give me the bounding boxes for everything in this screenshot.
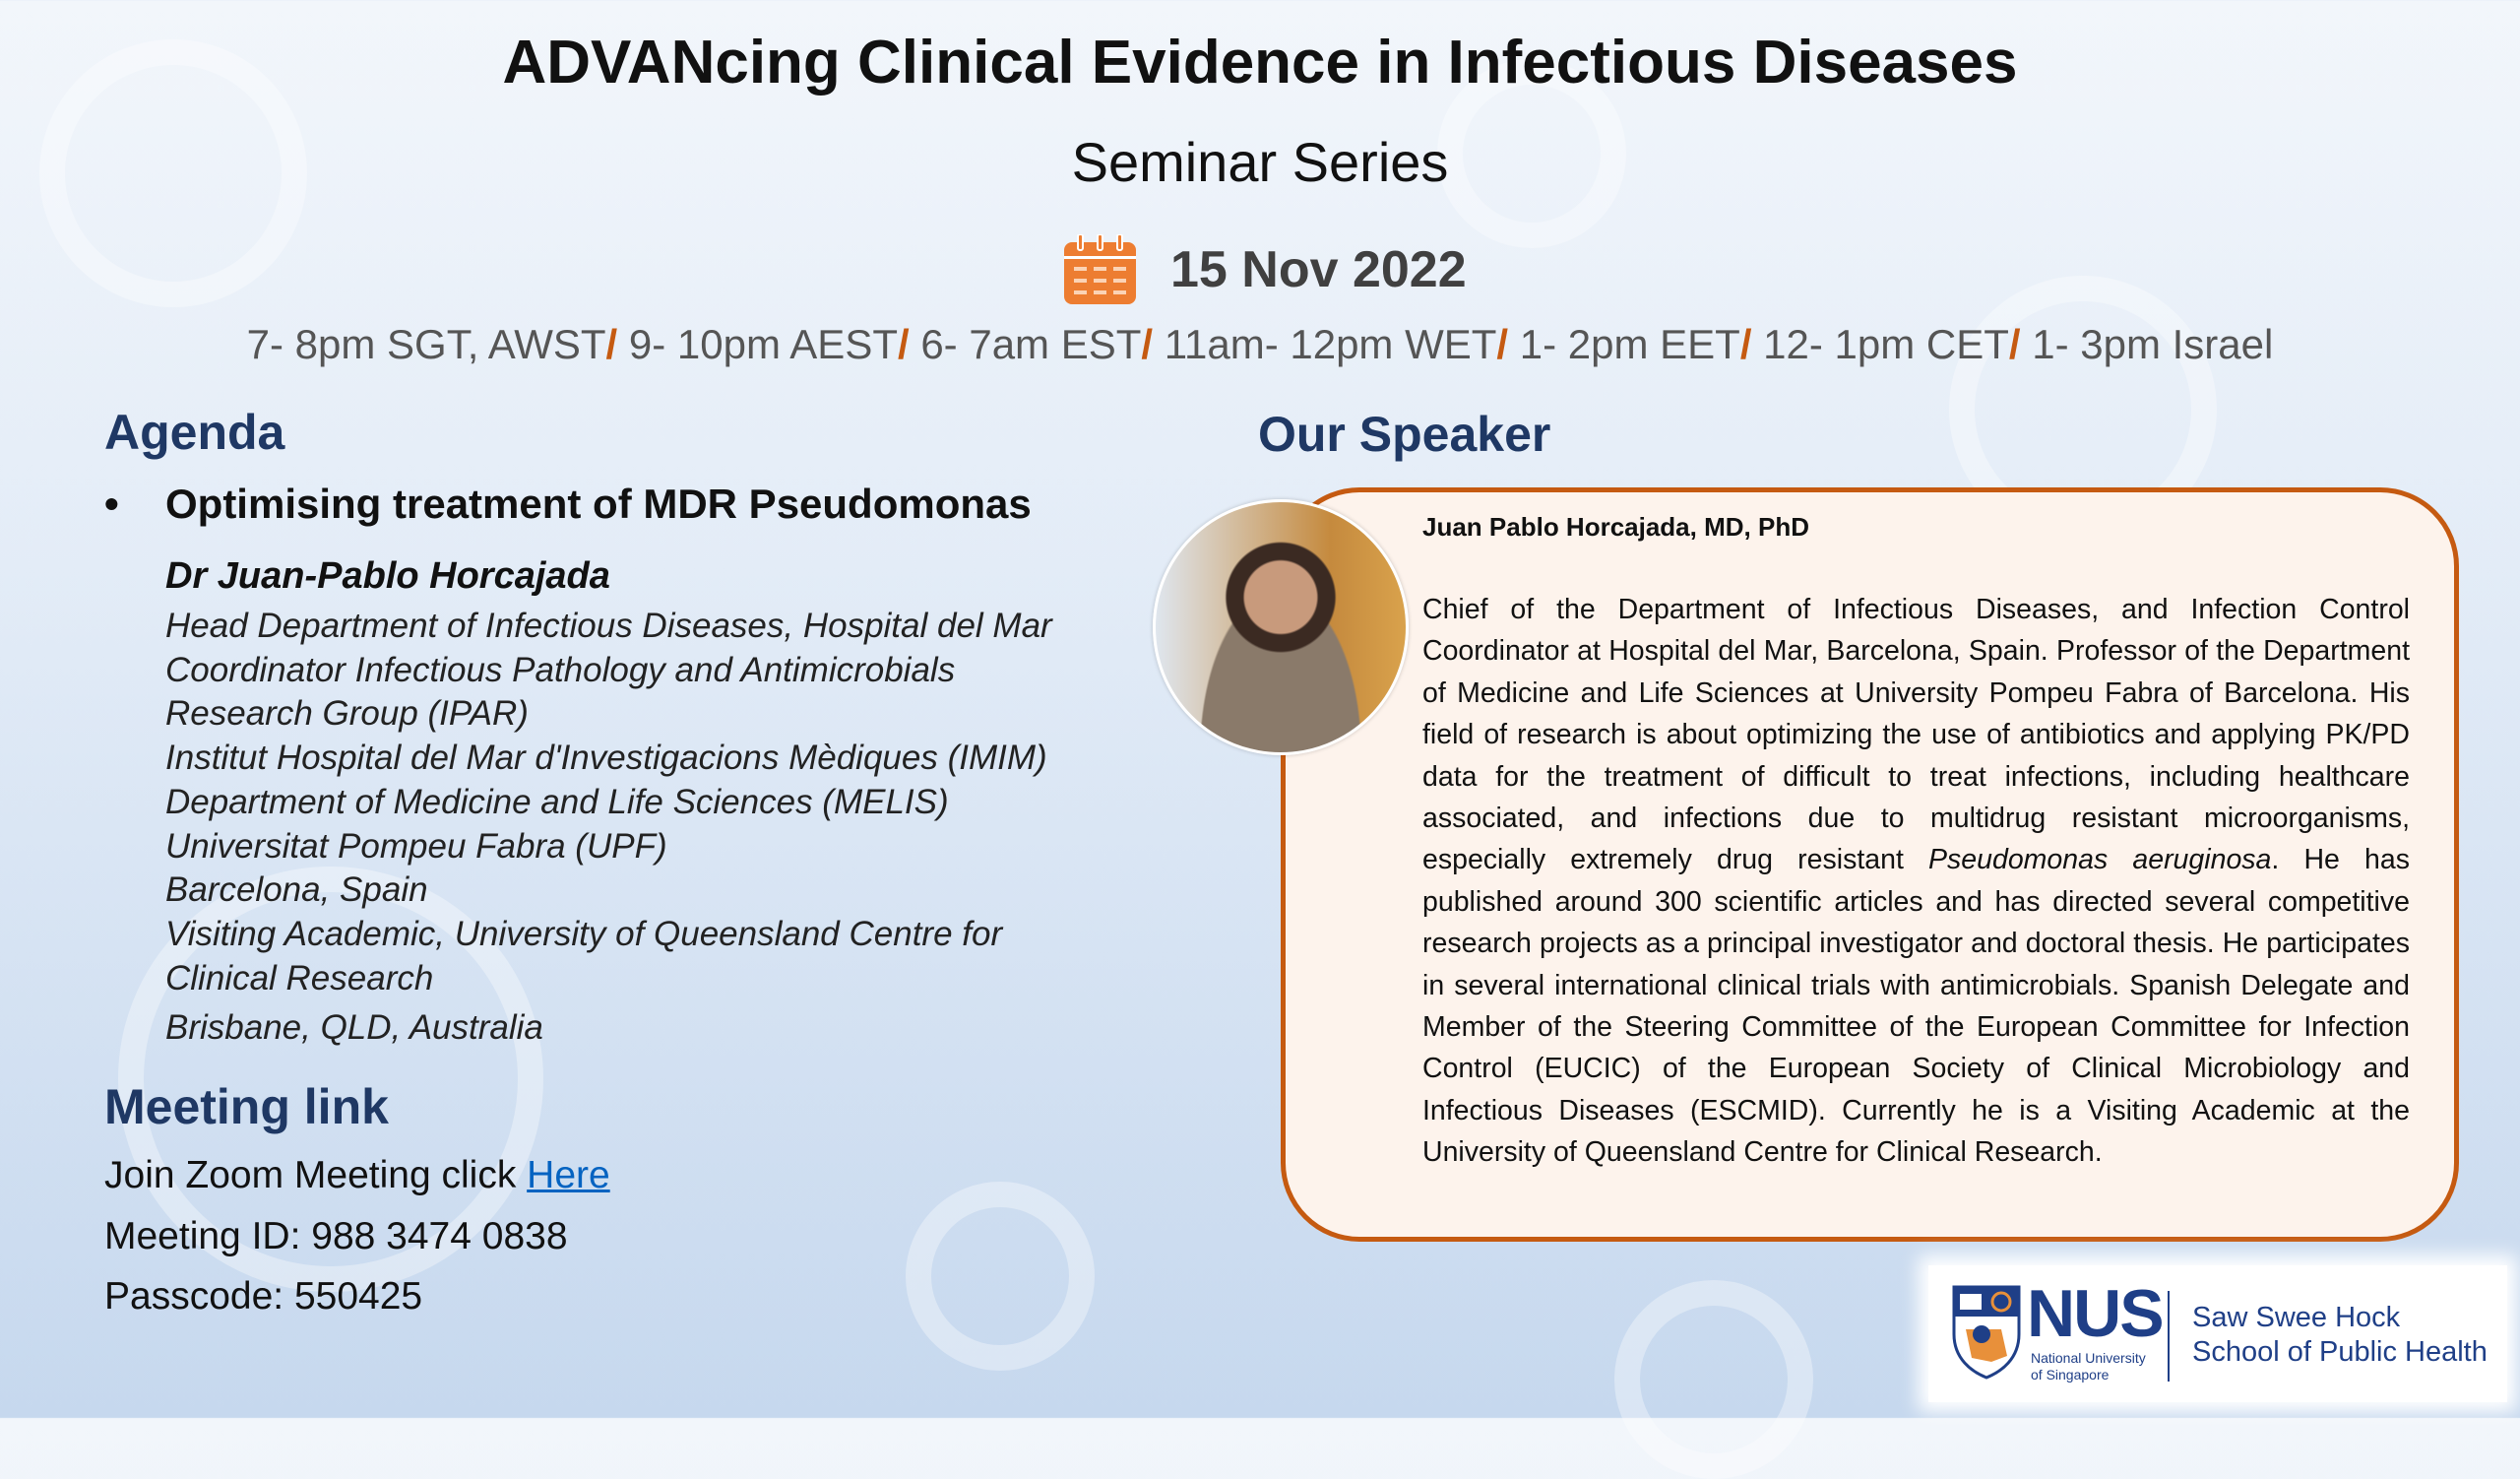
bio-text: . He has published around 300 scientific…	[1422, 844, 2410, 1169]
page-subtitle: Seminar Series	[1071, 131, 1449, 193]
separator: /	[2008, 321, 2021, 367]
affiliation: Department of Medicine and Life Sciences…	[165, 782, 949, 821]
affiliation: Universitat Pompeu Fabra (UPF)	[165, 826, 667, 866]
zoom-link[interactable]: Here	[527, 1154, 610, 1196]
school-name: Saw Swee Hock School of Public Health	[2192, 1301, 2488, 1370]
logo-divider	[2168, 1291, 2170, 1382]
time-zone: 7- 8pm SGT, AWST	[246, 321, 606, 367]
separator: /	[605, 321, 618, 367]
bio-text: Chief of the Department of Infectious Di…	[1422, 594, 2410, 876]
speaker-full-name: Juan Pablo Horcajada, MD, PhD	[1422, 512, 1809, 542]
virus-decoration	[1614, 1280, 1813, 1479]
time-zone: 1- 3pm Israel	[2032, 321, 2274, 367]
agenda-topic: • Optimising treatment of MDR Pseudomonas	[104, 481, 1032, 528]
separator: /	[1141, 321, 1154, 367]
join-zoom-line: Join Zoom Meeting click Here	[104, 1154, 610, 1197]
separator: /	[1739, 321, 1752, 367]
affiliation: Barcelona, Spain	[165, 870, 428, 910]
time-zone: 1- 2pm EET	[1519, 321, 1740, 367]
nus-sub-line: of Singapore	[2031, 1367, 2110, 1383]
calendar-icon	[1064, 234, 1136, 304]
virus-decoration	[906, 1182, 1095, 1371]
bio-italic: Pseudomonas aeruginosa	[1928, 844, 2272, 876]
speaker-name: Dr Juan-Pablo Horcajada	[165, 555, 610, 597]
nus-sph-logo: NUS National University of Singapore Saw …	[1928, 1265, 2507, 1402]
bullet: •	[104, 481, 119, 527]
page-title: ADVANcing Clinical Evidence in Infectiou…	[502, 29, 2018, 96]
speaker-bio: Chief of the Department of Infectious Di…	[1422, 589, 2410, 1174]
affiliation: Head Department of Infectious Diseases, …	[165, 607, 1052, 645]
nus-sub-line: National University	[2031, 1350, 2146, 1366]
agenda-heading: Agenda	[104, 405, 285, 460]
school-line: School of Public Health	[2192, 1336, 2488, 1368]
nus-wordmark: NUS	[2027, 1276, 2165, 1351]
affiliation: Institut Hospital del Mar d'Investigacio…	[165, 739, 1047, 778]
separator: /	[1496, 321, 1509, 367]
speaker-photo	[1153, 499, 1409, 755]
join-text: Join Zoom Meeting click	[104, 1154, 528, 1196]
affiliation: Coordinator Infectious Pathology and Ant…	[165, 650, 956, 734]
nus-subtitle: National University of Singapore	[2031, 1350, 2146, 1383]
meeting-id: Meeting ID: 988 3474 0838	[104, 1215, 568, 1257]
separator: /	[897, 321, 910, 367]
event-date: 15 Nov 2022	[1170, 241, 1467, 298]
speaker-heading: Our Speaker	[1258, 407, 1551, 462]
affiliation: Visiting Academic, University of Queensl…	[165, 914, 1003, 997]
time-zone: 6- 7am EST	[920, 321, 1142, 367]
time-zones: 7- 8pm SGT, AWST/ 9- 10pm AEST/ 6- 7am E…	[0, 321, 2520, 368]
speaker-bio-box	[1281, 487, 2459, 1242]
affiliation: Brisbane, QLD, Australia	[165, 1008, 543, 1048]
school-line: Saw Swee Hock	[2192, 1302, 2401, 1333]
nus-crest-icon	[1952, 1285, 2021, 1380]
time-zone: 9- 10pm AEST	[628, 321, 898, 367]
time-zone: 11am- 12pm WET	[1164, 321, 1497, 367]
meeting-heading: Meeting link	[104, 1079, 389, 1134]
time-zone: 12- 1pm CET	[1763, 321, 2009, 367]
passcode: Passcode: 550425	[104, 1275, 423, 1318]
topic-title: Optimising treatment of MDR Pseudomonas	[165, 481, 1032, 527]
affiliations: Head Department of Infectious Diseases, …	[165, 605, 1101, 1051]
